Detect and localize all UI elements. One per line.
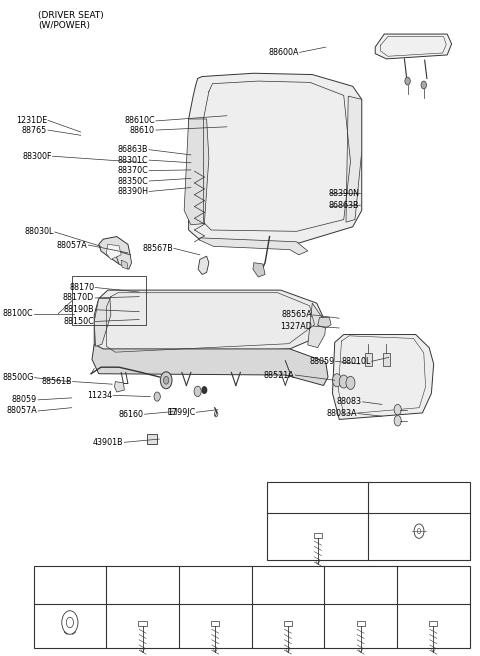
Bar: [168, 407, 176, 414]
Polygon shape: [198, 256, 209, 274]
Text: 88521A: 88521A: [264, 371, 294, 380]
Text: 1249BA: 1249BA: [418, 581, 449, 590]
Text: 88010L: 88010L: [341, 357, 371, 366]
Text: 88370C: 88370C: [118, 166, 148, 175]
Polygon shape: [94, 298, 111, 346]
Bar: [429, 621, 437, 626]
Text: 88765: 88765: [22, 125, 47, 134]
Polygon shape: [121, 260, 128, 269]
Polygon shape: [184, 119, 209, 225]
Polygon shape: [114, 382, 124, 392]
Polygon shape: [253, 262, 265, 277]
Text: 88561B: 88561B: [41, 377, 72, 386]
Polygon shape: [117, 251, 132, 269]
Text: 88350C: 88350C: [118, 176, 148, 186]
Circle shape: [405, 77, 410, 85]
Text: 88057A: 88057A: [57, 241, 87, 249]
Circle shape: [339, 375, 348, 388]
Text: 88170: 88170: [69, 283, 94, 292]
Text: 88170D: 88170D: [63, 293, 94, 302]
Bar: [357, 621, 365, 626]
Bar: [267, 482, 469, 560]
Circle shape: [154, 392, 160, 401]
Text: 1799JC: 1799JC: [167, 408, 195, 417]
Text: 88183B: 88183B: [55, 581, 85, 590]
Text: 88190B: 88190B: [64, 305, 94, 314]
Bar: [72, 276, 146, 325]
Polygon shape: [375, 34, 452, 59]
Text: 43901B: 43901B: [93, 438, 123, 447]
Circle shape: [333, 374, 341, 387]
Text: 86160: 86160: [119, 410, 144, 419]
Text: 88083A: 88083A: [327, 409, 357, 418]
Polygon shape: [384, 353, 390, 366]
Text: 88150C: 88150C: [63, 317, 94, 326]
Circle shape: [164, 377, 169, 384]
Text: 11291: 11291: [276, 581, 300, 590]
Text: 86863B: 86863B: [118, 145, 148, 154]
Text: 88059: 88059: [12, 396, 37, 404]
Text: (W/POWER): (W/POWER): [38, 21, 90, 30]
Bar: [211, 621, 219, 626]
Circle shape: [394, 415, 401, 426]
Text: 88500G: 88500G: [2, 373, 34, 382]
Text: 11234: 11234: [87, 391, 112, 400]
Text: 88390N: 88390N: [328, 189, 360, 198]
Text: 88567B: 88567B: [142, 244, 173, 253]
Polygon shape: [308, 303, 326, 348]
Text: 88390H: 88390H: [117, 187, 148, 196]
Text: 88610: 88610: [130, 125, 155, 134]
Bar: [314, 533, 322, 538]
Text: 1241AA: 1241AA: [200, 581, 231, 590]
Text: 88600A: 88600A: [268, 48, 299, 57]
Circle shape: [194, 386, 201, 397]
Polygon shape: [365, 353, 372, 366]
Text: 1017CB: 1017CB: [345, 581, 376, 590]
Polygon shape: [189, 73, 362, 243]
Polygon shape: [199, 238, 308, 255]
Text: 88100C: 88100C: [3, 309, 34, 318]
Polygon shape: [346, 96, 362, 222]
Text: 88059: 88059: [310, 357, 335, 366]
Bar: [138, 621, 147, 626]
Polygon shape: [318, 318, 331, 328]
Bar: [147, 434, 157, 443]
Text: 00824: 00824: [406, 493, 432, 502]
Circle shape: [202, 387, 206, 394]
Text: 86863B: 86863B: [329, 201, 360, 210]
Text: 1231DE: 1231DE: [16, 115, 47, 125]
Circle shape: [160, 372, 172, 389]
Text: 88300F: 88300F: [22, 152, 51, 161]
Text: 88057A: 88057A: [6, 407, 37, 415]
Text: (DRIVER SEAT): (DRIVER SEAT): [38, 11, 104, 20]
Circle shape: [421, 81, 426, 89]
Text: 88301C: 88301C: [118, 155, 148, 165]
Circle shape: [394, 405, 401, 415]
Text: 1018AA: 1018AA: [301, 493, 335, 502]
Polygon shape: [99, 237, 130, 264]
Text: 88565A: 88565A: [282, 310, 312, 319]
Polygon shape: [92, 344, 328, 386]
Text: 1243BC: 1243BC: [127, 581, 158, 590]
Text: 1327AD: 1327AD: [280, 321, 312, 331]
Text: 88083: 88083: [337, 398, 362, 406]
Polygon shape: [333, 335, 433, 419]
Circle shape: [346, 377, 355, 390]
Bar: [284, 621, 292, 626]
Text: 88610C: 88610C: [124, 116, 155, 125]
Polygon shape: [107, 245, 121, 259]
Bar: [34, 566, 469, 648]
Polygon shape: [94, 290, 326, 358]
Text: 88030L: 88030L: [24, 228, 54, 236]
